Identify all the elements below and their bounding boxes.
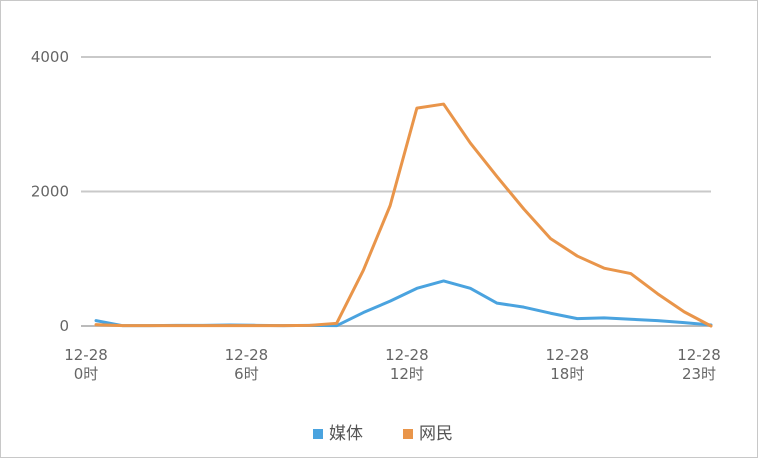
x-tick-date-label: 12-28 <box>385 346 429 364</box>
x-tick-hour-label: 6时 <box>234 365 259 383</box>
series-line-media <box>94 279 713 328</box>
x-tick-hour-label: 12时 <box>390 365 424 383</box>
y-tick-label: 2000 <box>31 183 69 201</box>
x-tick-date-label: 12-28 <box>677 346 721 364</box>
x-tick-date-label: 12-28 <box>546 346 590 364</box>
y-tick-label: 0 <box>59 317 69 335</box>
x-tick-hour-label: 23时 <box>682 365 716 383</box>
legend-label-media: 媒体 <box>329 424 363 444</box>
series-line-netizens <box>94 102 713 328</box>
x-tick-hour-label: 0时 <box>74 365 99 383</box>
x-tick-date-label: 12-28 <box>225 346 269 364</box>
legend-label-netizens: 网民 <box>419 424 453 444</box>
x-tick-date-label: 12-28 <box>64 346 108 364</box>
legend-swatch-netizens <box>403 429 413 439</box>
legend-swatch-media <box>313 429 323 439</box>
x-tick-hour-label: 18时 <box>550 365 584 383</box>
y-tick-label: 4000 <box>31 48 69 66</box>
